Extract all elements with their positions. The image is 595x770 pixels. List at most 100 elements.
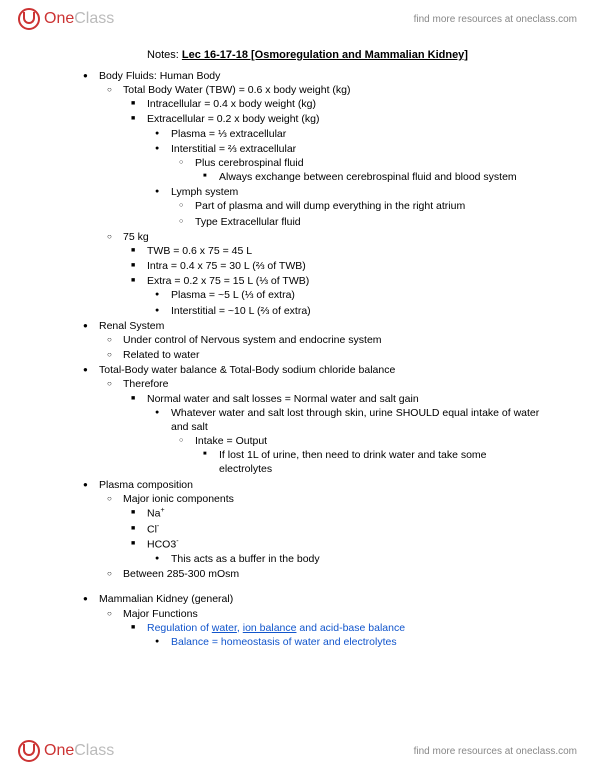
list-item: Normal water and salt losses = Normal wa… — [123, 392, 540, 477]
text: 75 kg — [123, 231, 149, 243]
spacer — [75, 582, 540, 592]
list-item: Major ionic components Na+ Cl- HCO3- Thi… — [99, 492, 540, 566]
page-header: OneClass find more resources at oneclass… — [0, 0, 595, 38]
page-footer: OneClass find more resources at oneclass… — [0, 732, 595, 770]
title-lecture: Lec 16-17-18 [Osmoregulation and Mammali… — [182, 49, 468, 61]
list-item: This acts as a buffer in the body — [147, 552, 540, 566]
list-item: Total Body Water (TBW) = 0.6 x body weig… — [99, 83, 540, 229]
list-item: Na+ — [123, 506, 540, 521]
text: Under control of Nervous system and endo… — [123, 334, 382, 346]
text: Plasma composition — [99, 479, 193, 491]
text: Between 285-300 mOsm — [123, 568, 239, 580]
text: Extra = 0.2 x 75 = 15 L (⅓ of TWB) — [147, 275, 309, 287]
text: Part of plasma and will dump everything … — [195, 200, 465, 212]
text: Extracellular = 0.2 x body weight (kg) — [147, 113, 319, 125]
t: Regulation of — [147, 622, 212, 634]
list-item: Intracellular = 0.4 x body weight (kg) — [123, 97, 540, 111]
text: Body Fluids: Human Body — [99, 70, 220, 82]
list-item: Major Functions Regulation of water, ion… — [99, 607, 540, 650]
list-item: Extracellular = 0.2 x body weight (kg) P… — [123, 112, 540, 228]
list-item: Plasma composition Major ionic component… — [75, 478, 540, 582]
t: and acid-base balance — [296, 622, 405, 634]
text: Intracellular = 0.4 x body weight (kg) — [147, 98, 316, 110]
text: Therefore — [123, 378, 169, 390]
text: Total Body Water (TBW) = 0.6 x body weig… — [123, 84, 350, 96]
text: Intra = 0.4 x 75 = 30 L (⅔ of TWB) — [147, 260, 306, 272]
text: Mammalian Kidney (general) — [99, 593, 233, 605]
title-label: Notes: — [147, 49, 182, 61]
logo: OneClass — [18, 740, 114, 762]
logo-icon — [18, 8, 40, 30]
text: Plasma = ~5 L (⅓ of extra) — [171, 289, 295, 301]
list-item: Interstitial = ~10 L (⅔ of extra) — [147, 304, 540, 318]
list-item: Part of plasma and will dump everything … — [171, 199, 540, 213]
logo-one: One — [44, 742, 74, 759]
text: TWB = 0.6 x 75 = 45 L — [147, 245, 252, 257]
list-item: Always exchange between cerebrospinal fl… — [195, 170, 540, 184]
list-item: Interstitial = ⅔ extracellular Plus cere… — [147, 142, 540, 185]
text: This acts as a buffer in the body — [171, 553, 320, 565]
t: water — [212, 622, 237, 634]
logo-one: One — [44, 10, 74, 27]
sup: - — [157, 523, 159, 530]
text: Na — [147, 508, 160, 520]
list-item: Mammalian Kidney (general) Major Functio… — [75, 592, 540, 649]
list-item: 75 kg TWB = 0.6 x 75 = 45 L Intra = 0.4 … — [99, 230, 540, 318]
text: Major ionic components — [123, 493, 234, 505]
list-item: Renal System Under control of Nervous sy… — [75, 319, 540, 363]
logo-text: OneClass — [44, 10, 114, 28]
text: HCO3 — [147, 539, 176, 551]
text-link: Balance = homeostasis of water and elect… — [171, 636, 397, 648]
logo-icon — [18, 740, 40, 762]
text: Intake = Output — [195, 435, 267, 447]
text: If lost 1L of urine, then need to drink … — [219, 449, 487, 475]
list-item: Body Fluids: Human Body Total Body Water… — [75, 69, 540, 318]
logo-class: Class — [74, 742, 114, 759]
list-item: Cl- — [123, 522, 540, 537]
text: Normal water and salt losses = Normal wa… — [147, 393, 419, 405]
list-item: Total-Body water balance & Total-Body so… — [75, 363, 540, 476]
list-item: Intake = Output If lost 1L of urine, the… — [171, 434, 540, 477]
text: Major Functions — [123, 608, 198, 620]
list-item: Intra = 0.4 x 75 = 30 L (⅔ of TWB) — [123, 259, 540, 273]
text: Interstitial = ~10 L (⅔ of extra) — [171, 305, 311, 317]
list-item: Balance = homeostasis of water and elect… — [147, 635, 540, 649]
list-item: Between 285-300 mOsm — [99, 567, 540, 581]
list-item: Regulation of water, ion balance and aci… — [123, 621, 540, 649]
text: Always exchange between cerebrospinal fl… — [219, 171, 517, 183]
list-item: Plus cerebrospinal fluid Always exchange… — [171, 156, 540, 184]
logo-class: Class — [74, 10, 114, 27]
text: Interstitial = ⅔ extracellular — [171, 143, 296, 155]
text-link: Regulation of water, ion balance and aci… — [147, 622, 405, 634]
text: Total-Body water balance & Total-Body so… — [99, 364, 395, 376]
document-body: Notes: Lec 16-17-18 [Osmoregulation and … — [0, 38, 595, 660]
list-item: HCO3- This acts as a buffer in the body — [123, 537, 540, 566]
list-item: Lymph system Part of plasma and will dum… — [147, 185, 540, 229]
list-item: Under control of Nervous system and endo… — [99, 333, 540, 347]
sup: + — [160, 507, 164, 514]
text: Type Extracellular fluid — [195, 216, 301, 228]
list-item: Whatever water and salt lost through ski… — [147, 406, 540, 477]
list-item: Extra = 0.2 x 75 = 15 L (⅓ of TWB) Plasm… — [123, 274, 540, 318]
list-item: Type Extracellular fluid — [171, 215, 540, 229]
text: Lymph system — [171, 186, 238, 198]
list-item: Plasma = ~5 L (⅓ of extra) — [147, 288, 540, 302]
text: Plus cerebrospinal fluid — [195, 157, 304, 169]
list-item: TWB = 0.6 x 75 = 45 L — [123, 244, 540, 258]
footer-resources-link[interactable]: find more resources at oneclass.com — [414, 746, 577, 757]
list-item: Related to water — [99, 348, 540, 362]
text: Renal System — [99, 320, 164, 332]
text: Plasma = ⅓ extracellular — [171, 128, 286, 140]
t: ion balance — [243, 622, 297, 634]
list-item: If lost 1L of urine, then need to drink … — [195, 448, 540, 476]
text: Cl — [147, 523, 157, 535]
list-item: Plasma = ⅓ extracellular — [147, 127, 540, 141]
logo: OneClass — [18, 8, 114, 30]
logo-text: OneClass — [44, 742, 114, 760]
notes-title: Notes: Lec 16-17-18 [Osmoregulation and … — [75, 48, 540, 63]
sup: - — [176, 538, 178, 545]
text: Related to water — [123, 349, 199, 361]
header-resources-link[interactable]: find more resources at oneclass.com — [414, 14, 577, 25]
text: Whatever water and salt lost through ski… — [171, 407, 539, 433]
list-item: Therefore Normal water and salt losses =… — [99, 377, 540, 476]
